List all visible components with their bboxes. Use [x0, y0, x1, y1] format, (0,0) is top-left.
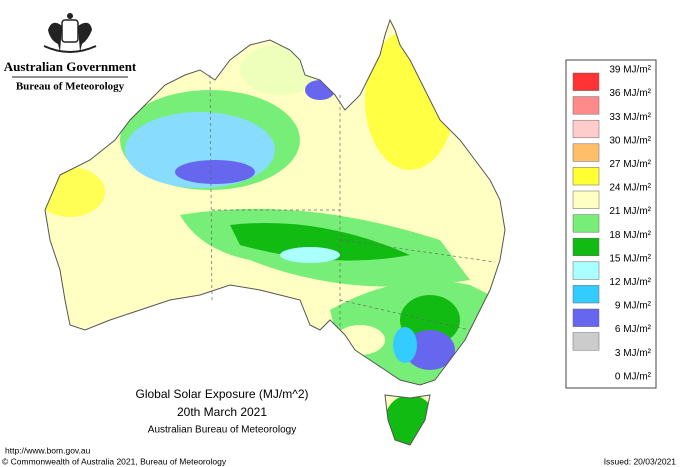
agency-name: Bureau of Meteorology — [16, 81, 125, 93]
legend-swatch — [572, 167, 600, 186]
legend-swatch — [572, 285, 600, 304]
legend-label: 18 MJ/m² — [609, 230, 651, 241]
legend-swatch — [572, 96, 600, 115]
legend-swatch — [572, 72, 600, 91]
legend-swatch — [572, 143, 600, 162]
legend-swatch — [572, 332, 600, 351]
legend-swatch — [572, 214, 600, 233]
caption-title: Global Solar Exposure (MJ/m^2) — [135, 387, 308, 401]
crest — [43, 13, 97, 53]
state-borders — [209, 74, 496, 331]
legend-label: 9 MJ/m² — [615, 301, 652, 312]
footer-url: http://www.bom.gov.au — [5, 445, 91, 455]
legend-swatch — [572, 237, 600, 257]
legend-label: 27 MJ/m² — [609, 159, 651, 170]
legend: 39 MJ/m² 36 MJ/m² 33 MJ/m² 30 MJ/m² 27 MJ/m²… — [565, 59, 657, 389]
legend-label: 30 MJ/m² — [609, 135, 651, 146]
legend-label: 0 MJ/m² — [615, 371, 652, 382]
caption-source: Australian Bureau of Meteorology — [148, 425, 296, 436]
footer-issued: Issued: 20/03/2021 — [604, 456, 677, 466]
legend-label: 12 MJ/m² — [609, 277, 651, 288]
legend-label: 6 MJ/m² — [615, 324, 652, 335]
legend-swatch — [572, 119, 600, 139]
legend-label: 21 MJ/m² — [609, 206, 651, 217]
legend-swatch — [572, 261, 600, 280]
footer-copyright: © Commonwealth of Australia 2021, Bureau… — [2, 456, 227, 466]
legend-swatch — [572, 308, 600, 327]
legend-label: 3 MJ/m² — [615, 348, 652, 359]
legend-label: 33 MJ/m² — [609, 112, 651, 123]
government-name: Australian Government — [4, 59, 137, 74]
legend-label: 39 MJ/m² — [609, 65, 651, 76]
legend-label: 15 MJ/m² — [609, 253, 651, 264]
legend-label: 24 MJ/m² — [609, 183, 651, 194]
legend-swatch — [572, 190, 600, 209]
caption-date: 20th March 2021 — [177, 405, 267, 419]
legend-label: 36 MJ/m² — [609, 88, 651, 99]
